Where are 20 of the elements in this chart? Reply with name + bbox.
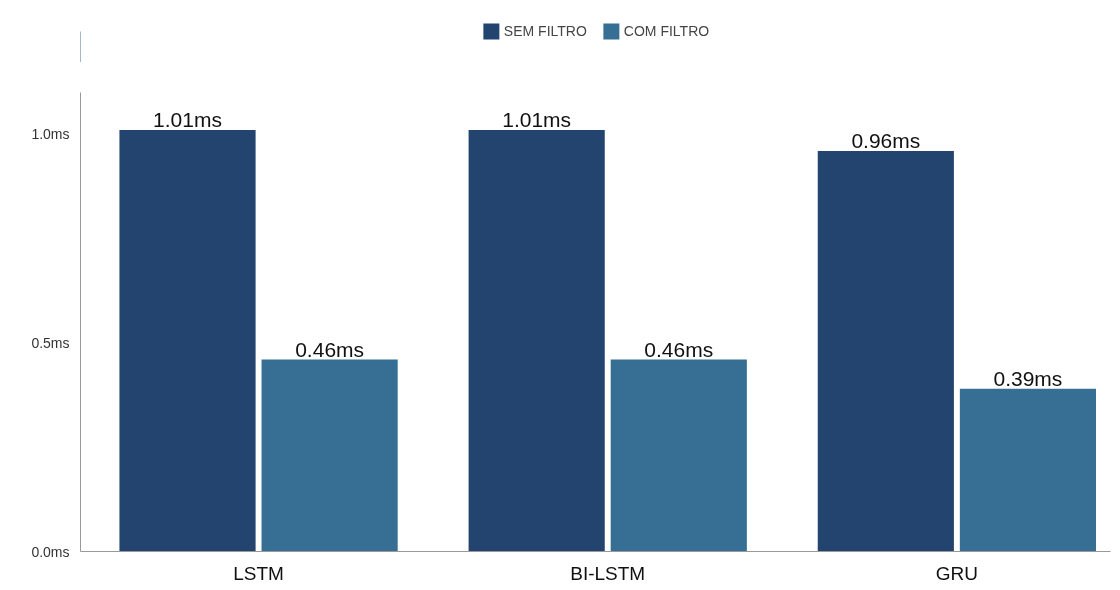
y-tick-label: 0.5ms (31, 334, 70, 351)
x-tick-label: LSTM (233, 562, 284, 584)
bar (119, 130, 256, 552)
data-label: 1.01ms (502, 108, 572, 132)
x-tick-label: BI-LSTM (570, 562, 646, 584)
bar (610, 359, 747, 552)
data-label: 1.01ms (153, 108, 222, 132)
legend-label: SEM FILTRO (503, 23, 587, 39)
x-tick-label: GRU (935, 562, 978, 584)
y-tick-label: 1.0ms (31, 126, 70, 143)
bar (817, 150, 954, 552)
data-label: 0.96ms (851, 128, 921, 152)
bar (468, 130, 605, 552)
data-label: 0.46ms (644, 337, 714, 361)
data-label: 0.46ms (295, 337, 365, 361)
legend-label: COM FILTRO (623, 23, 710, 39)
bar (959, 388, 1097, 552)
y-tick-label: 0.0ms (31, 543, 70, 560)
bar (261, 359, 398, 552)
data-label: 0.39ms (993, 366, 1063, 390)
